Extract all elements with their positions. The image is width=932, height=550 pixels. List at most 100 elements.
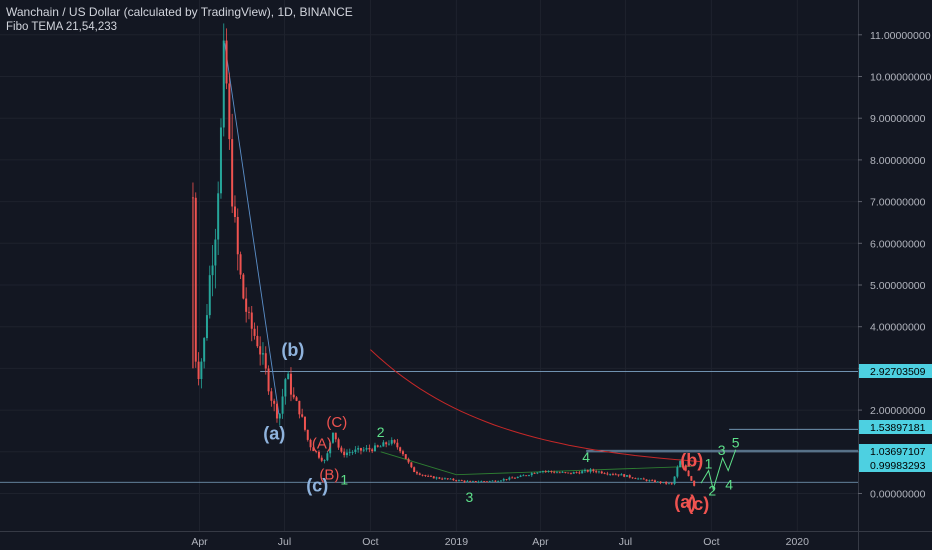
candle-body xyxy=(284,379,287,397)
candle-body xyxy=(446,478,449,480)
candle-body xyxy=(485,481,488,483)
wave-label: (B) xyxy=(319,467,339,484)
projection-path xyxy=(700,449,737,492)
price-level-tag: 2.92703509 xyxy=(859,364,932,378)
wave-label: 2 xyxy=(708,483,716,499)
candle-body xyxy=(259,346,262,355)
indicator-label: Fibo TEMA 21,54,233 xyxy=(6,21,118,33)
candle-body xyxy=(225,40,228,84)
candle-body xyxy=(642,478,645,480)
candle-body xyxy=(555,472,558,474)
candle-body xyxy=(219,127,222,194)
candle-body xyxy=(390,440,393,444)
candle-body xyxy=(413,467,416,473)
candle-body xyxy=(469,481,472,482)
candle-body xyxy=(275,403,278,419)
candle-body xyxy=(508,477,511,480)
candles xyxy=(191,23,696,487)
candle-body xyxy=(334,432,337,440)
candle-body xyxy=(595,471,598,473)
candle-body xyxy=(558,472,561,474)
candle-body xyxy=(466,481,469,482)
x-tick-label: Apr xyxy=(191,536,208,548)
candle-body xyxy=(429,476,432,477)
candle-body xyxy=(340,447,343,452)
wave-label: 4 xyxy=(582,449,590,465)
candle-body xyxy=(343,451,346,456)
price-level-tag-bg xyxy=(859,364,932,378)
candle-body xyxy=(217,193,220,240)
candle-body xyxy=(435,477,438,479)
candle-body xyxy=(345,452,348,456)
x-tick-label: 2019 xyxy=(445,536,469,548)
candle-body xyxy=(623,474,626,477)
price-level-tag: 1.03697107 xyxy=(859,444,932,458)
candle-body xyxy=(312,447,315,452)
candle-body xyxy=(693,480,696,486)
wave-label: 1 xyxy=(705,455,713,471)
candle-body xyxy=(351,451,354,453)
candle-body xyxy=(396,442,399,448)
candle-body xyxy=(289,373,292,395)
candle-body xyxy=(267,368,270,392)
candle-body xyxy=(399,447,402,452)
candle-body xyxy=(320,457,323,461)
candle-body xyxy=(278,413,281,419)
chart-title: Wanchain / US Dollar (calculated by Trad… xyxy=(6,5,353,19)
candle-body xyxy=(245,298,248,312)
y-tick-label: 9.00000000 xyxy=(870,113,926,125)
tema-line xyxy=(370,349,702,463)
candle-body xyxy=(203,338,206,362)
candle-body xyxy=(452,478,455,481)
candle-body xyxy=(572,472,575,474)
candle-body xyxy=(457,480,460,481)
candle-body xyxy=(323,460,326,462)
candle-body xyxy=(449,478,452,480)
y-tick-label: 8.00000000 xyxy=(870,155,926,167)
candle-body xyxy=(637,478,640,480)
candle-body xyxy=(536,472,539,474)
wave-label: (b) xyxy=(680,450,703,470)
candle-body xyxy=(303,416,306,430)
candle-body xyxy=(211,265,214,276)
candle-body xyxy=(522,475,525,477)
candle-body xyxy=(362,449,365,451)
candle-body xyxy=(317,451,320,458)
candle-body xyxy=(617,474,620,476)
candle-body xyxy=(371,449,374,452)
candle-body xyxy=(564,472,567,473)
candle-body xyxy=(561,472,564,473)
x-tick-label: Oct xyxy=(362,536,378,548)
candle-body xyxy=(197,361,200,380)
y-tick-label: 7.00000000 xyxy=(870,197,926,209)
candle-body xyxy=(382,442,385,447)
candle-body xyxy=(393,440,396,443)
candle-body xyxy=(228,83,231,140)
candle-body xyxy=(401,451,404,455)
candle-body xyxy=(438,477,441,479)
candle-body xyxy=(326,453,329,461)
x-tick-label: Jul xyxy=(278,536,291,548)
wave-label: (A) xyxy=(312,435,332,452)
wave-label: 3 xyxy=(466,489,474,505)
candle-body xyxy=(651,480,654,482)
candle-body xyxy=(567,472,570,474)
wave-label: (c) xyxy=(687,494,709,514)
candle-body xyxy=(659,481,662,483)
wave-label: 4 xyxy=(725,476,733,492)
candle-body xyxy=(208,275,211,316)
candle-body xyxy=(499,480,502,482)
candle-body xyxy=(460,480,463,481)
candle-body xyxy=(477,481,480,483)
candle-body xyxy=(606,473,609,475)
candle-body xyxy=(306,429,309,440)
candle-body xyxy=(287,373,290,380)
candle-body xyxy=(427,475,430,477)
candle-body xyxy=(231,139,234,207)
candle-body xyxy=(354,449,357,452)
y-tick-label: 5.00000000 xyxy=(870,280,926,292)
